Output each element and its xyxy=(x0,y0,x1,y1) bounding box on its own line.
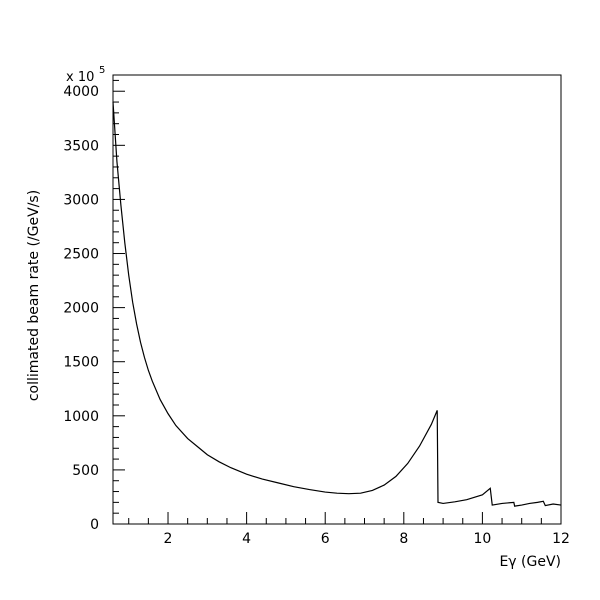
y-tick-label: 1500 xyxy=(63,355,99,371)
y-tick-label: 3000 xyxy=(63,192,99,208)
y-multiplier-exponent: 5 xyxy=(99,65,105,76)
x-tick-label: 8 xyxy=(399,531,408,547)
x-axis-label: Eγ (GeV) xyxy=(499,554,561,570)
y-tick-label: 500 xyxy=(72,463,99,479)
y-axis-ticks xyxy=(113,79,125,525)
x-tick-label: 10 xyxy=(473,531,491,547)
series-line xyxy=(112,102,562,507)
x-tick-label: 2 xyxy=(164,531,173,547)
x-tick-label: 4 xyxy=(242,531,251,547)
y-axis-tick-labels: 0 500 1000 1500 2000 2500 3000 3500 4000 xyxy=(63,84,99,533)
plot-frame xyxy=(112,74,562,525)
y-tick-label: 3500 xyxy=(63,138,99,154)
y-tick-label: 0 xyxy=(90,517,99,533)
y-tick-label: 2500 xyxy=(63,247,99,263)
y-tick-label: 2000 xyxy=(63,301,99,317)
x-tick-label: 12 xyxy=(552,531,570,547)
x-tick-label: 6 xyxy=(321,531,330,547)
y-tick-label: 4000 xyxy=(63,84,99,100)
y-axis-label: collimated beam rate (/GeV/s) xyxy=(26,190,42,401)
y-multiplier-label: x 10 xyxy=(66,70,94,85)
x-axis-ticks xyxy=(128,512,562,524)
y-tick-label: 1000 xyxy=(63,409,99,425)
x-axis-tick-labels: 2 4 6 8 10 12 xyxy=(164,531,570,547)
